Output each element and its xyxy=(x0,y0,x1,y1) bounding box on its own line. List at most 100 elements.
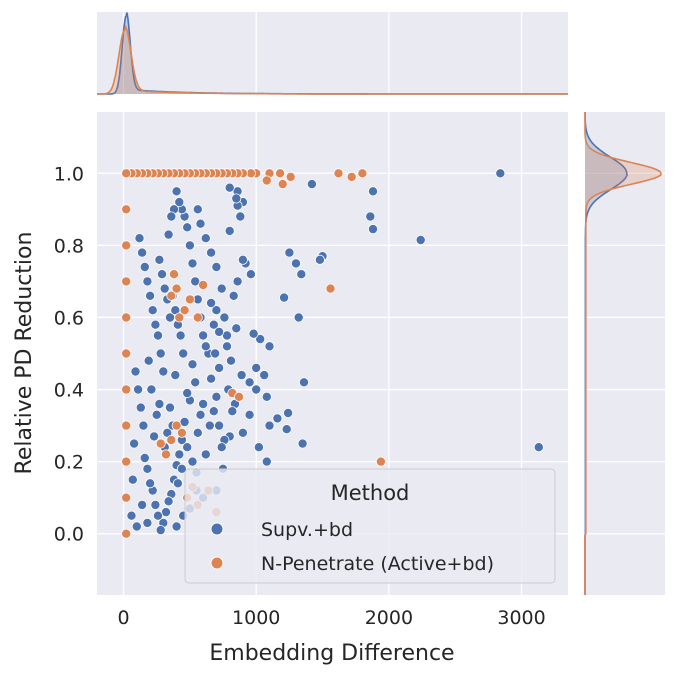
scatter-point-supv-bd xyxy=(150,319,161,330)
scatter-point-supv-bd xyxy=(219,312,230,323)
scatter-point-supv-bd xyxy=(281,424,292,435)
y-tick-label: 0.6 xyxy=(54,307,84,329)
scatter-point-supv-bd xyxy=(253,442,264,453)
scatter-point-supv-bd xyxy=(211,391,222,402)
scatter-point-n-penetrate xyxy=(121,528,132,539)
right-marginal-gridlines xyxy=(585,172,665,535)
scatter-point-n-penetrate xyxy=(261,175,272,186)
top-marginal-background xyxy=(97,12,568,94)
scatter-point-supv-bd xyxy=(151,409,162,420)
scatter-point-supv-bd xyxy=(224,182,235,193)
scatter-point-supv-bd xyxy=(279,292,290,303)
scatter-point-supv-bd xyxy=(248,328,259,339)
scatter-point-supv-bd xyxy=(138,420,149,431)
scatter-point-supv-bd xyxy=(174,197,185,208)
x-tick-label: 0 xyxy=(117,607,129,629)
scatter-point-supv-bd xyxy=(170,370,181,381)
scatter-point-supv-bd xyxy=(198,398,209,409)
scatter-point-supv-bd xyxy=(208,406,219,417)
y-tick-label: 1.0 xyxy=(54,163,84,185)
scatter-point-supv-bd xyxy=(367,186,378,197)
scatter-point-supv-bd xyxy=(129,438,140,449)
scatter-point-supv-bd xyxy=(206,373,217,384)
scatter-point-n-penetrate xyxy=(168,269,179,280)
legend-title: Method xyxy=(331,481,410,505)
scatter-point-supv-bd xyxy=(261,456,272,467)
scatter-point-n-penetrate xyxy=(121,240,132,251)
scatter-point-n-penetrate xyxy=(184,294,195,305)
x-tick-label: 1000 xyxy=(232,607,280,629)
scatter-point-n-penetrate xyxy=(160,449,171,460)
scatter-point-supv-bd xyxy=(154,254,165,265)
scatter-point-supv-bd xyxy=(145,478,156,489)
scatter-point-supv-bd xyxy=(137,247,148,258)
scatter-point-supv-bd xyxy=(149,431,160,442)
scatter-point-supv-bd xyxy=(182,388,193,399)
y-tick-label: 0.8 xyxy=(54,235,84,257)
scatter-point-supv-bd xyxy=(284,247,295,258)
y-tick-label: 0.0 xyxy=(54,524,84,546)
scatter-point-supv-bd xyxy=(224,225,235,236)
scatter-point-supv-bd xyxy=(200,341,211,352)
scatter-point-supv-bd xyxy=(152,330,163,341)
scatter-point-n-penetrate xyxy=(121,456,132,467)
scatter-point-supv-bd xyxy=(231,193,242,204)
scatter-point-supv-bd xyxy=(187,456,198,467)
scatter-point-supv-bd xyxy=(133,384,144,395)
scatter-point-supv-bd xyxy=(156,269,167,280)
scatter-point-supv-bd xyxy=(208,319,219,330)
scatter-point-supv-bd xyxy=(306,179,317,190)
scatter-point-supv-bd xyxy=(166,211,177,222)
scatter-point-supv-bd xyxy=(198,330,209,341)
scatter-point-supv-bd xyxy=(297,438,308,449)
scatter-point-supv-bd xyxy=(187,359,198,370)
scatter-point-supv-bd xyxy=(367,224,378,235)
scatter-point-supv-bd xyxy=(190,377,201,388)
scatter-point-supv-bd xyxy=(159,283,170,294)
scatter-point-supv-bd xyxy=(283,407,294,418)
scatter-point-supv-bd xyxy=(178,348,189,359)
scatter-point-supv-bd xyxy=(225,355,236,366)
scatter-point-supv-bd xyxy=(147,305,158,316)
right-marginal-kde xyxy=(584,111,662,595)
scatter-point-supv-bd xyxy=(155,348,166,359)
scatter-point-supv-bd xyxy=(214,420,225,431)
scatter-point-n-penetrate xyxy=(121,384,132,395)
scatter-point-supv-bd xyxy=(171,186,182,197)
scatter-point-supv-bd xyxy=(127,474,138,485)
scatter-point-n-penetrate xyxy=(121,492,132,503)
scatter-point-n-penetrate xyxy=(155,438,166,449)
scatter-point-supv-bd xyxy=(264,341,275,352)
scatter-point-supv-bd xyxy=(236,370,247,381)
x-tick-labels: 0 1000 2000 3000 xyxy=(117,607,545,629)
scatter-point-supv-bd xyxy=(158,366,169,377)
scatter-point-n-penetrate xyxy=(333,168,344,179)
scatter-point-supv-bd xyxy=(216,442,227,453)
scatter-point-n-penetrate xyxy=(166,290,177,301)
scatter-point-supv-bd xyxy=(237,427,248,438)
scatter-point-n-penetrate xyxy=(121,276,132,287)
y-axis-title: Relative PD Reduction xyxy=(12,232,37,475)
scatter-point-supv-bd xyxy=(195,409,206,420)
scatter-point-n-penetrate xyxy=(166,434,177,445)
legend-label-n-penetrate: N-Penetrate (Active+bd) xyxy=(261,553,494,575)
scatter-point-supv-bd xyxy=(204,420,215,431)
scatter-point-supv-bd xyxy=(211,261,222,272)
scatter-point-supv-bd xyxy=(211,305,222,316)
scatter-point-supv-bd xyxy=(533,442,544,453)
scatter-point-supv-bd xyxy=(182,222,193,233)
scatter-point-supv-bd xyxy=(296,269,307,280)
scatter-point-supv-bd xyxy=(228,290,239,301)
scatter-point-supv-bd xyxy=(142,463,153,474)
scatter-point-supv-bd xyxy=(130,366,141,377)
scatter-point-n-penetrate xyxy=(285,171,296,182)
scatter-point-supv-bd xyxy=(163,496,174,507)
scatter-point-supv-bd xyxy=(174,449,185,460)
top-marginal-kde xyxy=(97,12,568,95)
scatter-point-n-penetrate xyxy=(375,456,386,467)
scatter-point-supv-bd xyxy=(251,362,262,373)
scatter-point-supv-bd xyxy=(231,323,242,334)
scatter-point-n-penetrate xyxy=(174,312,185,323)
scatter-point-supv-bd xyxy=(176,463,187,474)
